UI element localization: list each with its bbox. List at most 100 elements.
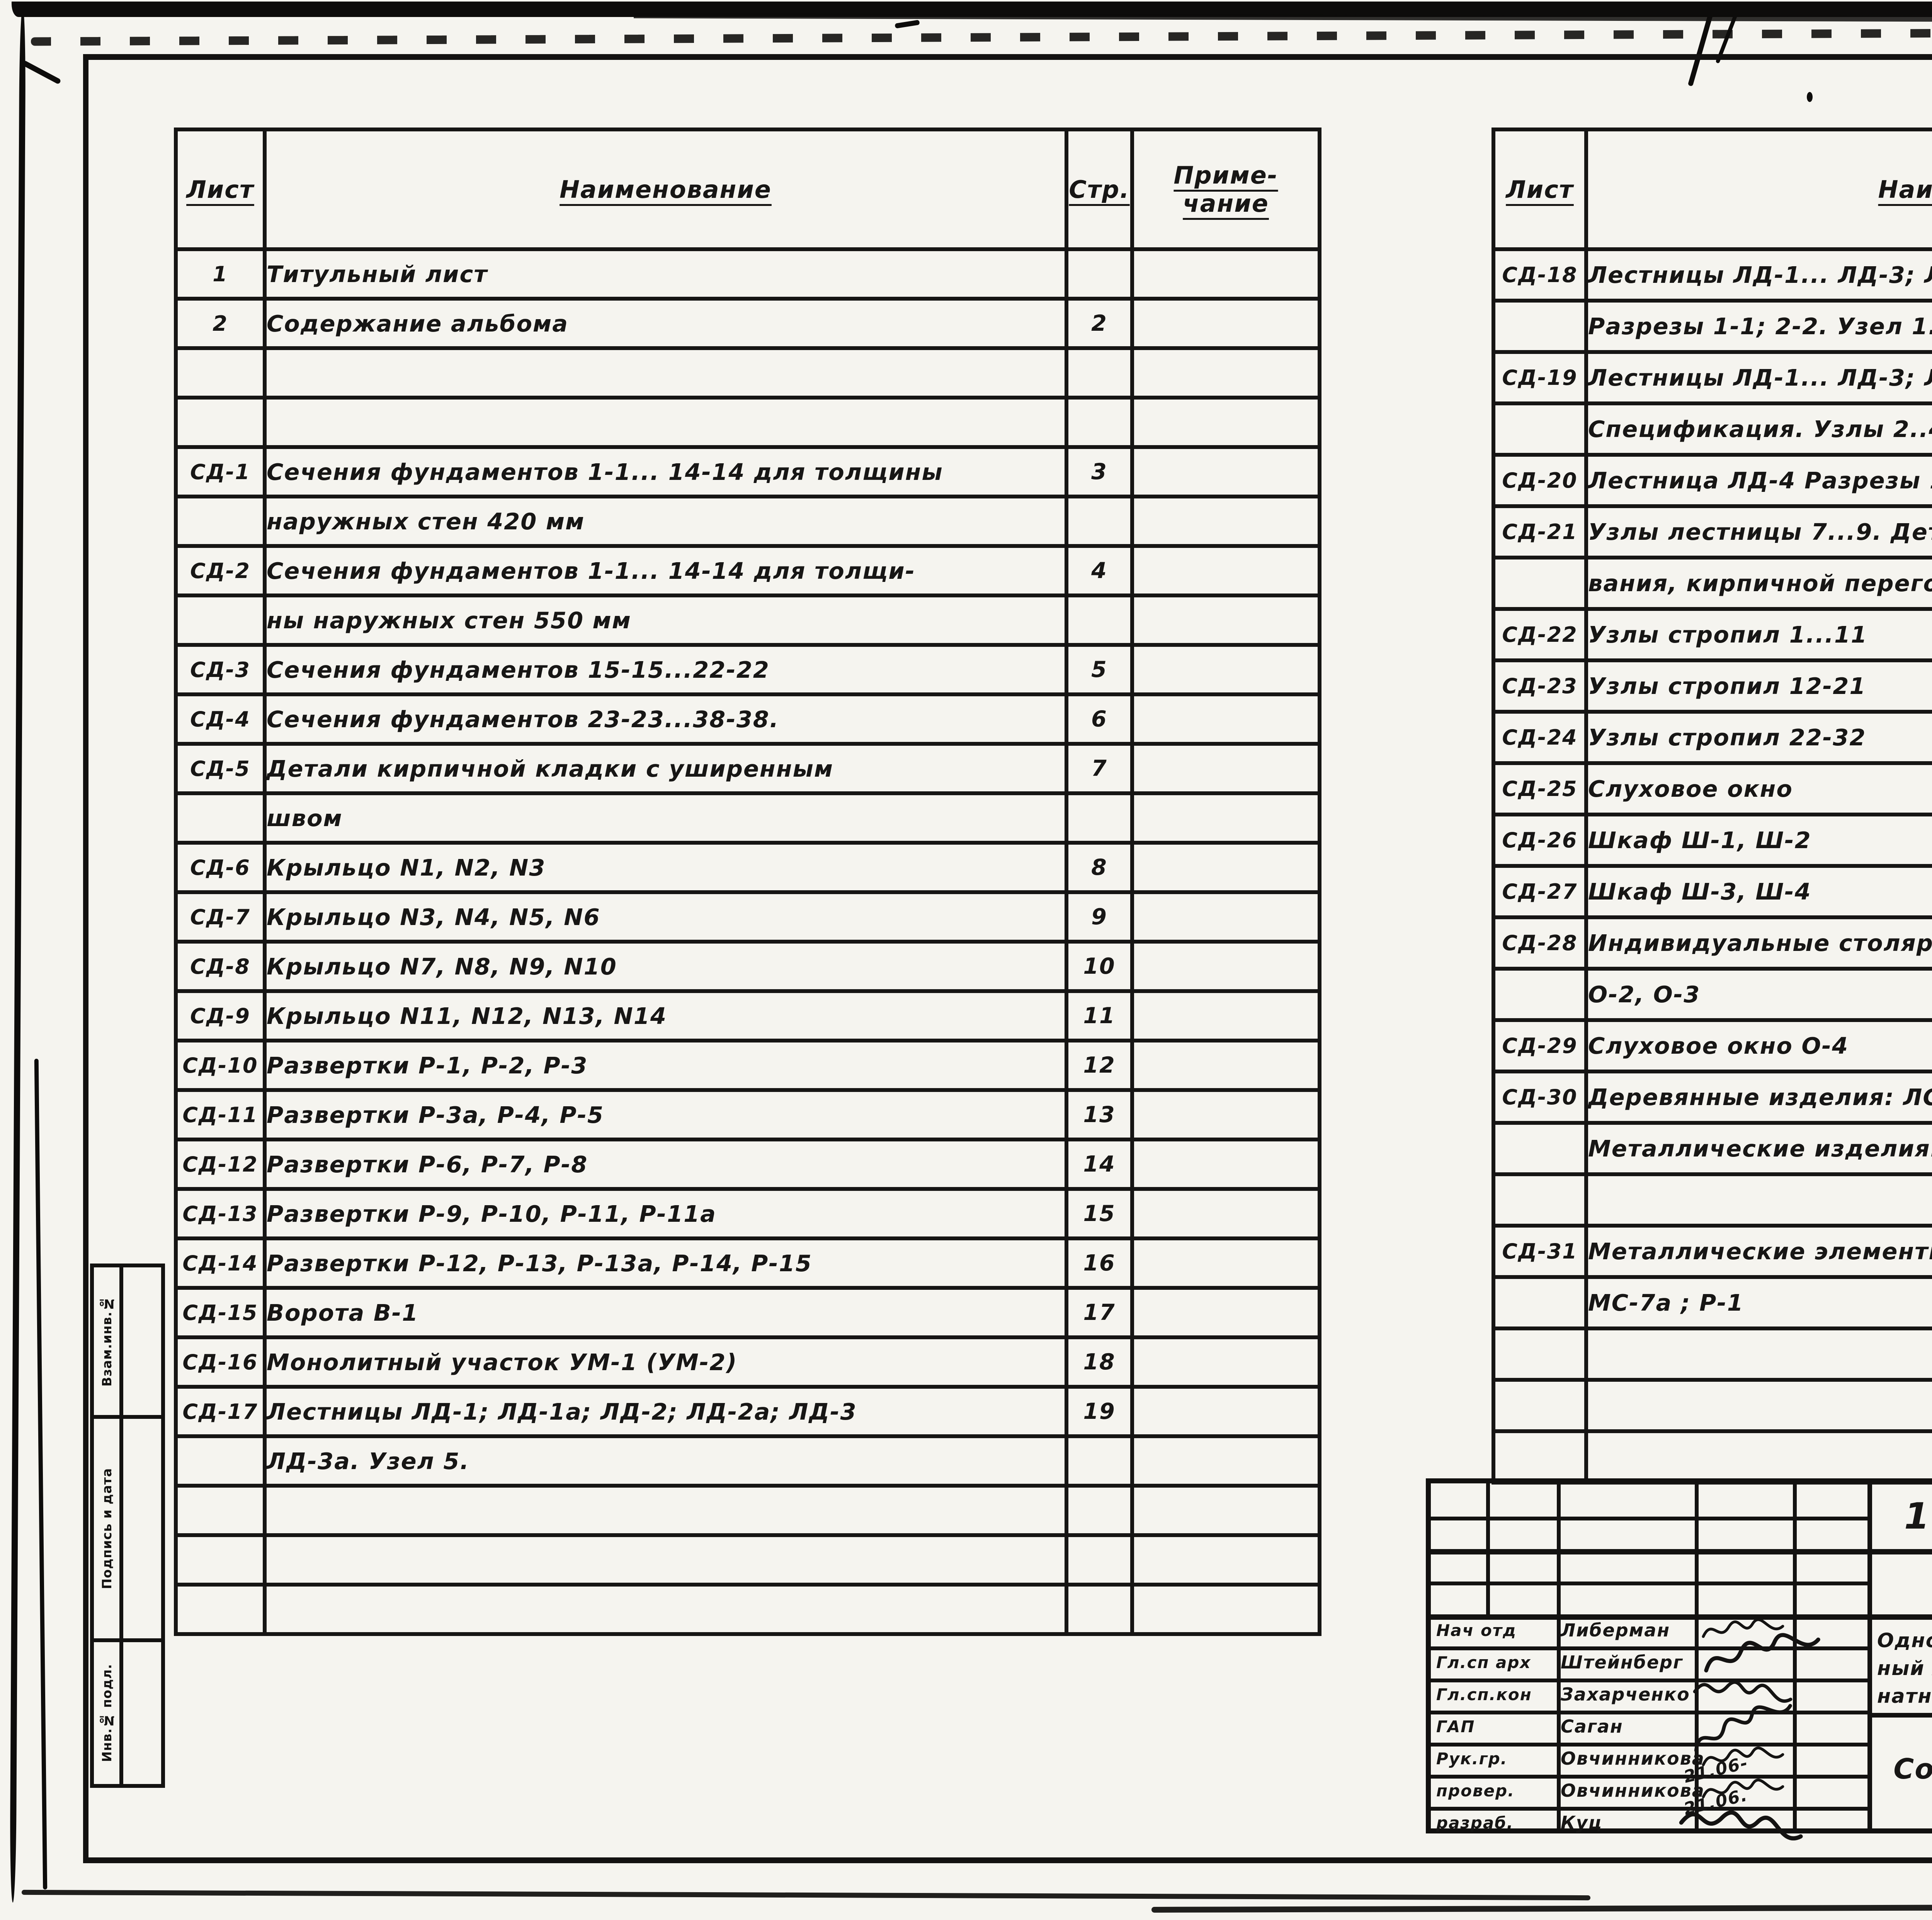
table-row: СД-5 Детали кирпичной кладки с уширенным… bbox=[174, 742, 1321, 795]
note-cell bbox=[1130, 346, 1321, 400]
table-row: СД-7 Крыльцо N3, N4, N5, N6 9 bbox=[174, 890, 1321, 944]
scan-artifact-pen-stroke bbox=[1687, 11, 1714, 87]
table-row: СД-28 Индивидуальные столярные изделия О… bbox=[1492, 915, 1932, 971]
signature-icon bbox=[1699, 1745, 1788, 1773]
title-block: 184 - 24 - 251.13.87 СД Одноквартирный о… bbox=[1426, 1478, 1932, 1841]
title-cell: Крыльцо N1, N2, N3 bbox=[263, 841, 1068, 894]
table-row: Спецификация. Узлы 2..4. bbox=[1492, 401, 1932, 457]
title-cell: Узлы стропил 22-32 bbox=[1584, 710, 1932, 765]
sheet-code-cell bbox=[174, 1434, 267, 1488]
note-cell bbox=[1130, 1583, 1321, 1636]
role-label: Гл.сп.кон bbox=[1436, 1685, 1532, 1704]
sheet-code-cell bbox=[174, 495, 267, 548]
sheet-code-cell bbox=[1492, 1121, 1588, 1176]
role-label: разраб. bbox=[1436, 1813, 1514, 1832]
note-cell bbox=[1130, 1286, 1321, 1339]
table-row: СД-19 Лестницы ЛД-1... ЛД-3; ЛД-1а...ЛД-… bbox=[1492, 350, 1932, 405]
title-cell: Развертки Р-3а, Р-4, Р-5 bbox=[263, 1088, 1068, 1141]
sheet-code-cell bbox=[174, 791, 267, 845]
note-cell bbox=[1130, 841, 1321, 894]
project-name: Одноквартирный одноэтаж ный жилой дом с … bbox=[1877, 1627, 1932, 1711]
title-cell: Содержание альбома bbox=[263, 297, 1068, 350]
note-cell bbox=[1130, 297, 1321, 350]
sheet-code-cell bbox=[1492, 1172, 1588, 1228]
table-row bbox=[174, 1533, 1321, 1587]
table-row: СД-26 Шкаф Ш-1, Ш-2 28 bbox=[1492, 813, 1932, 868]
table-row: ны наружных стен 550 мм bbox=[174, 594, 1321, 647]
document-title: Содержание альбома bbox=[1893, 1753, 1932, 1785]
titleblock-rule bbox=[1867, 1713, 1932, 1718]
sheet-code-cell: СД-20 bbox=[1492, 453, 1588, 508]
title-cell: швом bbox=[263, 791, 1068, 845]
margin-cell-3 bbox=[119, 1638, 165, 1788]
title-cell bbox=[1584, 1172, 1932, 1228]
titleblock-rule bbox=[1431, 1582, 1867, 1585]
col-header-sheet: Лист bbox=[1492, 128, 1588, 251]
table-row: СД-8 Крыльцо N7, N8, N9, N10 10 bbox=[174, 940, 1321, 993]
sheet-code-cell bbox=[174, 346, 267, 400]
scan-artifact-top-shadow bbox=[633, 13, 1932, 24]
sheet-code-cell bbox=[1492, 1326, 1588, 1382]
note-cell bbox=[1130, 989, 1321, 1042]
signature-icon bbox=[1699, 1777, 1788, 1805]
title-cell: Шкаф Ш-1, Ш-2 bbox=[1584, 813, 1932, 868]
sheet-code-cell bbox=[1492, 1275, 1588, 1330]
signature-row: провер. Овчинникова 21.06. bbox=[1431, 1775, 1867, 1819]
title-cell: наружных стен 420 мм bbox=[263, 495, 1068, 548]
sheet-code-cell: СД-1 bbox=[174, 445, 267, 498]
page-cell bbox=[1065, 1484, 1134, 1537]
title-cell: Спецификация. Узлы 2..4. bbox=[1584, 401, 1932, 457]
titleblock-rule bbox=[1695, 1483, 1699, 1829]
sheet-code-cell bbox=[174, 1533, 267, 1587]
frame-left-line bbox=[83, 54, 88, 1863]
signature-row: Гл.сп.кон Захарченко bbox=[1431, 1679, 1867, 1711]
scan-artifact-perforation-dashes bbox=[31, 26, 1932, 46]
titleblock-rule bbox=[1793, 1483, 1797, 1829]
table-row: ЛД-3а. Узел 5. bbox=[174, 1434, 1321, 1488]
title-cell: Индивидуальные столярные изделия О-1, bbox=[1584, 915, 1932, 971]
note-cell bbox=[1130, 692, 1321, 746]
sheet-code-cell bbox=[174, 396, 267, 449]
scan-artifact-torn-top-edge bbox=[12, 2, 1932, 17]
sheet-code-cell: СД-3 bbox=[174, 643, 267, 696]
title-cell: Лестницы ЛД-1... ЛД-3; ЛД-1а...ЛД-3а bbox=[1584, 350, 1932, 405]
page-cell bbox=[1065, 346, 1134, 400]
col-header-note: Приме- чание bbox=[1130, 128, 1321, 251]
table-row: СД-27 Шкаф Ш-3, Ш-4 29 bbox=[1492, 864, 1932, 919]
title-cell: Ворота В-1 bbox=[263, 1286, 1068, 1339]
frame-top-line bbox=[83, 54, 1932, 60]
sheet-code-cell: СД-27 bbox=[1492, 864, 1588, 919]
table-row bbox=[174, 396, 1321, 449]
table-row: СД-1 Сечения фундаментов 1-1... 14-14 дл… bbox=[174, 445, 1321, 498]
table-row: СД-16 Монолитный участок УМ-1 (УМ-2) 18 bbox=[174, 1335, 1321, 1389]
title-cell bbox=[1584, 1378, 1932, 1433]
table-row: СД-29 Слуховое окно О-4 31 bbox=[1492, 1018, 1932, 1073]
sheet-code-cell bbox=[1492, 1378, 1588, 1433]
page-cell bbox=[1065, 1583, 1134, 1636]
title-cell bbox=[1584, 1429, 1932, 1485]
note-cell bbox=[1130, 247, 1321, 301]
title-cell: ЛД-3а. Узел 5. bbox=[263, 1434, 1068, 1488]
page-cell bbox=[1065, 1434, 1134, 1488]
sheet-code-cell: СД-12 bbox=[174, 1138, 267, 1191]
page-cell: 12 bbox=[1065, 1039, 1134, 1092]
titleblock-rule bbox=[1431, 1549, 1932, 1554]
note-cell bbox=[1130, 1484, 1321, 1537]
sheet-code-cell: СД-15 bbox=[174, 1286, 267, 1339]
title-cell: Слуховое окно bbox=[1584, 761, 1932, 816]
table-row: СД-23 Узлы стропил 12-21 25 bbox=[1492, 658, 1932, 714]
table-row: СД-12 Развертки Р-6, Р-7, Р-8 14 bbox=[174, 1138, 1321, 1191]
sheet-code-cell: СД-4 bbox=[174, 692, 267, 746]
table-row: 2 Содержание альбома 2 bbox=[174, 297, 1321, 350]
sheet-code-cell: СД-2 bbox=[174, 544, 267, 597]
title-cell: Сечения фундаментов 23-23...38-38. bbox=[263, 692, 1068, 746]
signature-row: Рук.гр. Овчинникова 21.06- bbox=[1431, 1743, 1867, 1787]
table-row: СД-6 Крыльцо N1, N2, N3 8 bbox=[174, 841, 1321, 894]
titleblock-rule bbox=[1431, 1614, 1932, 1620]
title-cell: Развертки Р-1, Р-2, Р-3 bbox=[263, 1039, 1068, 1092]
note-cell bbox=[1130, 643, 1321, 696]
titleblock-rule bbox=[1431, 1679, 1867, 1682]
page-cell: 19 bbox=[1065, 1385, 1134, 1438]
signature-icon bbox=[1699, 1617, 1788, 1644]
person-name: Саган bbox=[1561, 1716, 1623, 1737]
